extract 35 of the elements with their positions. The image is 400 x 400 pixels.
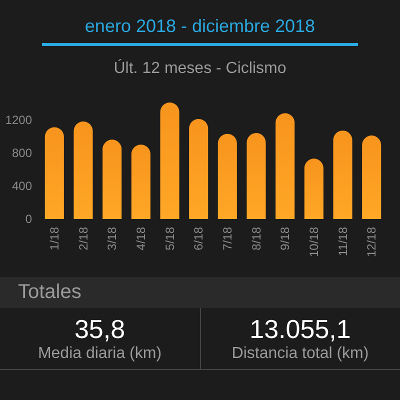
bar (44, 127, 64, 219)
text: Totales (0, 277, 400, 308)
bar (131, 144, 150, 219)
y-tick-label: 0 (25, 212, 32, 226)
x-tick-label: 1/18 (47, 226, 62, 250)
text: 35,8 (73, 314, 126, 345)
bar (333, 130, 352, 219)
chart-title: enero 2018 - diciembre 2018 (42, 0, 358, 46)
x-tick-label: 4/18 (134, 226, 148, 250)
y-tick-label: 800 (12, 146, 32, 160)
chart-subtitle: Últ. 12 meses - Ciclismo (112, 60, 288, 78)
text: Distancia total (km) (230, 345, 370, 363)
bar (246, 133, 266, 219)
bar (160, 102, 180, 219)
bar (276, 113, 295, 219)
x-tick-label: 12/18 (364, 226, 379, 258)
bar (218, 134, 237, 219)
y-tick-label: 400 (12, 178, 32, 193)
x-tick-label: 9/18 (278, 226, 292, 250)
bar (304, 158, 324, 219)
text: 13.055,1 (248, 314, 352, 345)
bar (74, 121, 93, 219)
bar (189, 119, 208, 219)
x-tick-label: 6/18 (192, 226, 206, 250)
text: Media diaria (km) (36, 345, 163, 363)
x-tick-label: 7/18 (220, 226, 234, 250)
x-tick-label: 10/18 (306, 226, 321, 258)
bar (362, 136, 382, 219)
bar (102, 140, 122, 219)
x-tick-label: 2/18 (76, 226, 90, 250)
y-tick-label: 1200 (5, 112, 32, 127)
x-tick-label: 3/18 (105, 226, 120, 250)
x-tick-label: 8/18 (249, 226, 264, 250)
x-tick-label: 5/18 (162, 226, 177, 250)
x-tick-label: 11/18 (336, 226, 350, 256)
